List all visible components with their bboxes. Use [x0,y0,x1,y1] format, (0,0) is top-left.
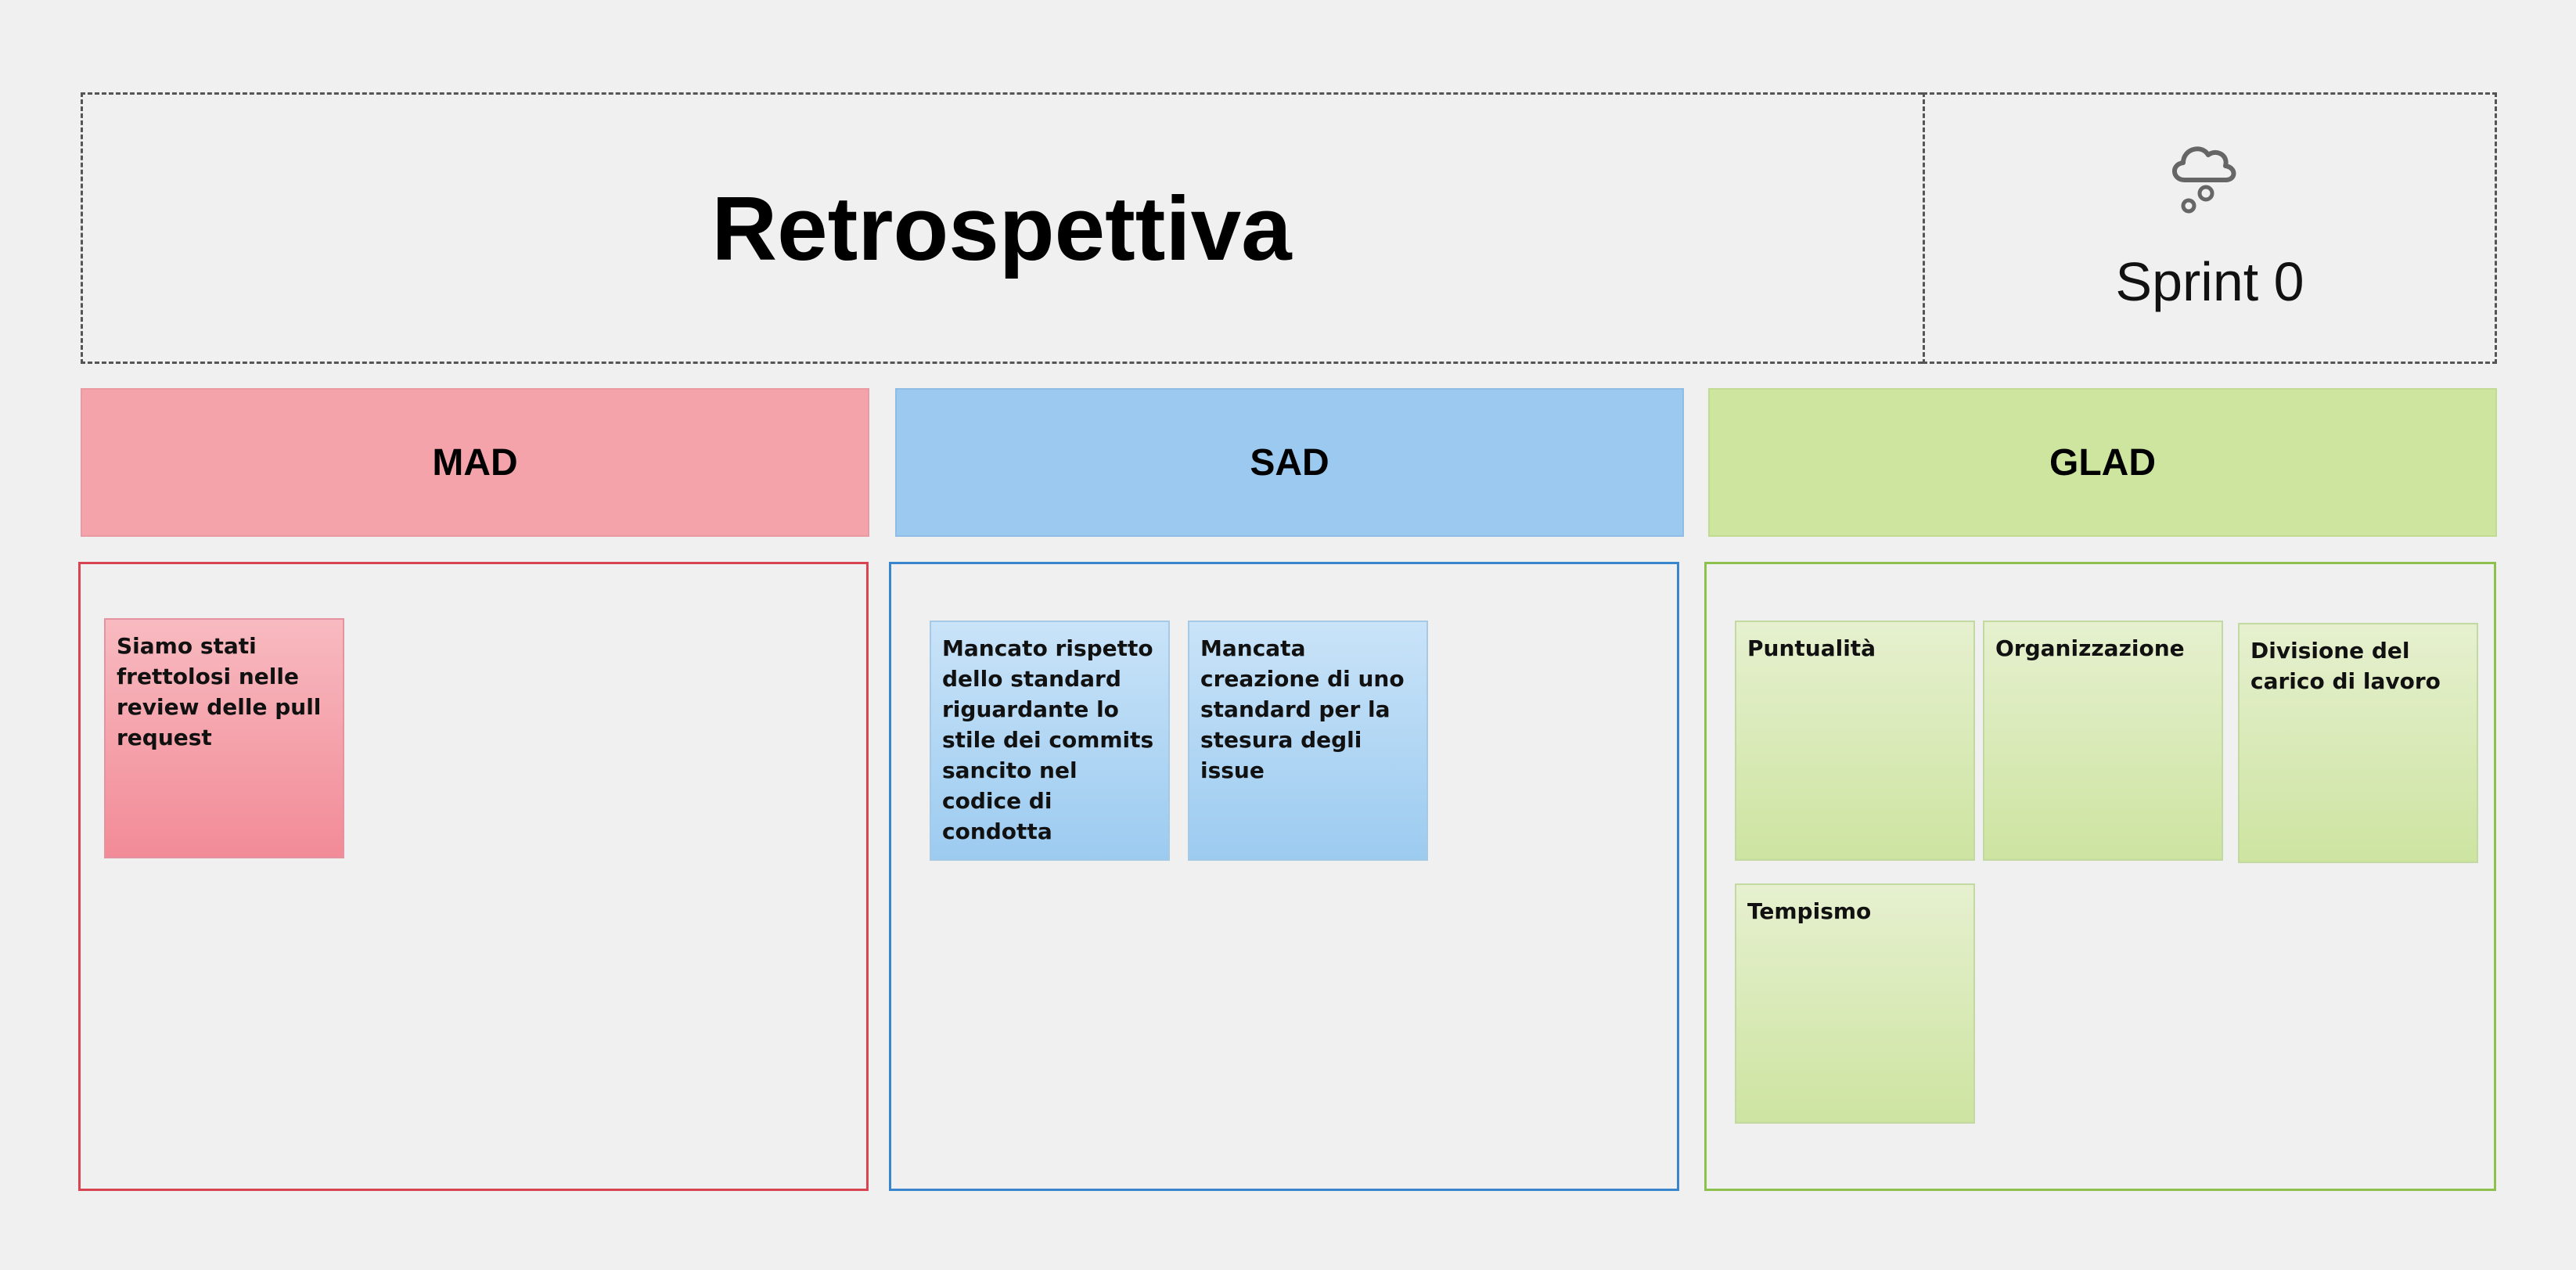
cloud-rain-icon [2172,146,2236,214]
sprint-frame [1923,92,2497,364]
sticky-note[interactable]: Siamo stati frettolosi nelle review dell… [104,618,344,858]
sticky-note[interactable]: Puntualità [1735,621,1975,861]
sprint-label: Sprint 0 [2115,251,2304,312]
sticky-note[interactable]: Tempismo [1735,883,1975,1124]
column-body-mad[interactable] [78,562,869,1191]
sticky-note[interactable]: Divisione del carico di lavoro [2238,623,2478,863]
column-header-mad: MAD [81,388,869,537]
sticky-note[interactable]: Organizzazione [1983,621,2223,861]
title-frame [81,92,1923,364]
page-title: Retrospettiva [711,177,1292,279]
column-header-glad: GLAD [1708,388,2497,537]
sticky-note[interactable]: Mancata creazione di uno standard per la… [1188,621,1428,861]
sticky-note[interactable]: Mancato rispetto dello standard riguarda… [930,621,1170,861]
column-body-sad[interactable] [889,562,1679,1191]
column-body-glad[interactable] [1704,562,2496,1191]
column-header-sad: SAD [895,388,1684,537]
